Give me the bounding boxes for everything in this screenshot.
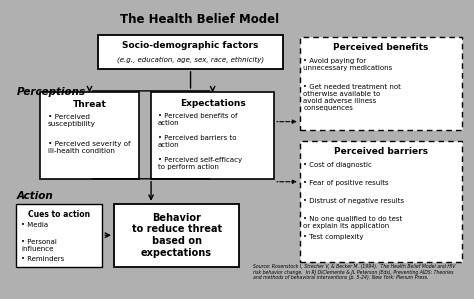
Text: • Perceived severity of
ill-health condition: • Perceived severity of ill-health condi… xyxy=(48,141,130,154)
Text: Threat: Threat xyxy=(73,100,107,109)
FancyBboxPatch shape xyxy=(300,141,462,262)
Text: • Media: • Media xyxy=(21,222,48,228)
FancyBboxPatch shape xyxy=(114,204,239,267)
Text: Perceived benefits: Perceived benefits xyxy=(333,43,428,52)
Text: • Perceived
susceptibility: • Perceived susceptibility xyxy=(48,114,96,127)
FancyBboxPatch shape xyxy=(16,204,102,267)
Text: Expectations: Expectations xyxy=(180,99,246,108)
Text: • Fear of positive results: • Fear of positive results xyxy=(303,180,389,186)
Text: (e.g., education, age, sex, race, ethnicity): (e.g., education, age, sex, race, ethnic… xyxy=(117,56,264,63)
FancyBboxPatch shape xyxy=(39,92,139,179)
Text: Behavior
to reduce threat
based on
expectations: Behavior to reduce threat based on expec… xyxy=(132,213,222,258)
Text: • Get needed treatment not
otherwise available to
avoid adverse illness
conseque: • Get needed treatment not otherwise ava… xyxy=(303,84,401,111)
Text: Action: Action xyxy=(16,191,53,202)
Text: • Test complexity: • Test complexity xyxy=(303,234,364,240)
Text: • Personal
influence: • Personal influence xyxy=(21,239,57,252)
Text: Cues to action: Cues to action xyxy=(28,210,91,219)
FancyBboxPatch shape xyxy=(300,37,462,130)
Text: The Health Belief Model: The Health Belief Model xyxy=(120,13,279,26)
Text: Socio-demographic factors: Socio-demographic factors xyxy=(122,41,259,50)
Text: • Cost of diagnostic: • Cost of diagnostic xyxy=(303,162,372,168)
Text: • Perceived barriers to
action: • Perceived barriers to action xyxy=(158,135,237,148)
Text: • Avoid paying for
unnecessary medications: • Avoid paying for unnecessary medicatio… xyxy=(303,58,392,71)
FancyBboxPatch shape xyxy=(98,35,283,69)
Text: • Distrust of negative results: • Distrust of negative results xyxy=(303,198,404,204)
Text: • Perceived benefits of
action: • Perceived benefits of action xyxy=(158,113,237,126)
Text: Perceptions: Perceptions xyxy=(16,87,85,97)
Text: • Reminders: • Reminders xyxy=(21,256,64,262)
FancyBboxPatch shape xyxy=(151,92,274,179)
Text: Source: Rosenstock I, Strecher V, & Becker M. (1994).  The Health Belief Model a: Source: Rosenstock I, Strecher V, & Beck… xyxy=(253,264,456,280)
Text: • Perceived self-efficacy
to perform action: • Perceived self-efficacy to perform act… xyxy=(158,157,242,170)
Text: Perceived barriers: Perceived barriers xyxy=(334,147,428,156)
Text: • No one qualified to do test
or explain its application: • No one qualified to do test or explain… xyxy=(303,216,403,229)
